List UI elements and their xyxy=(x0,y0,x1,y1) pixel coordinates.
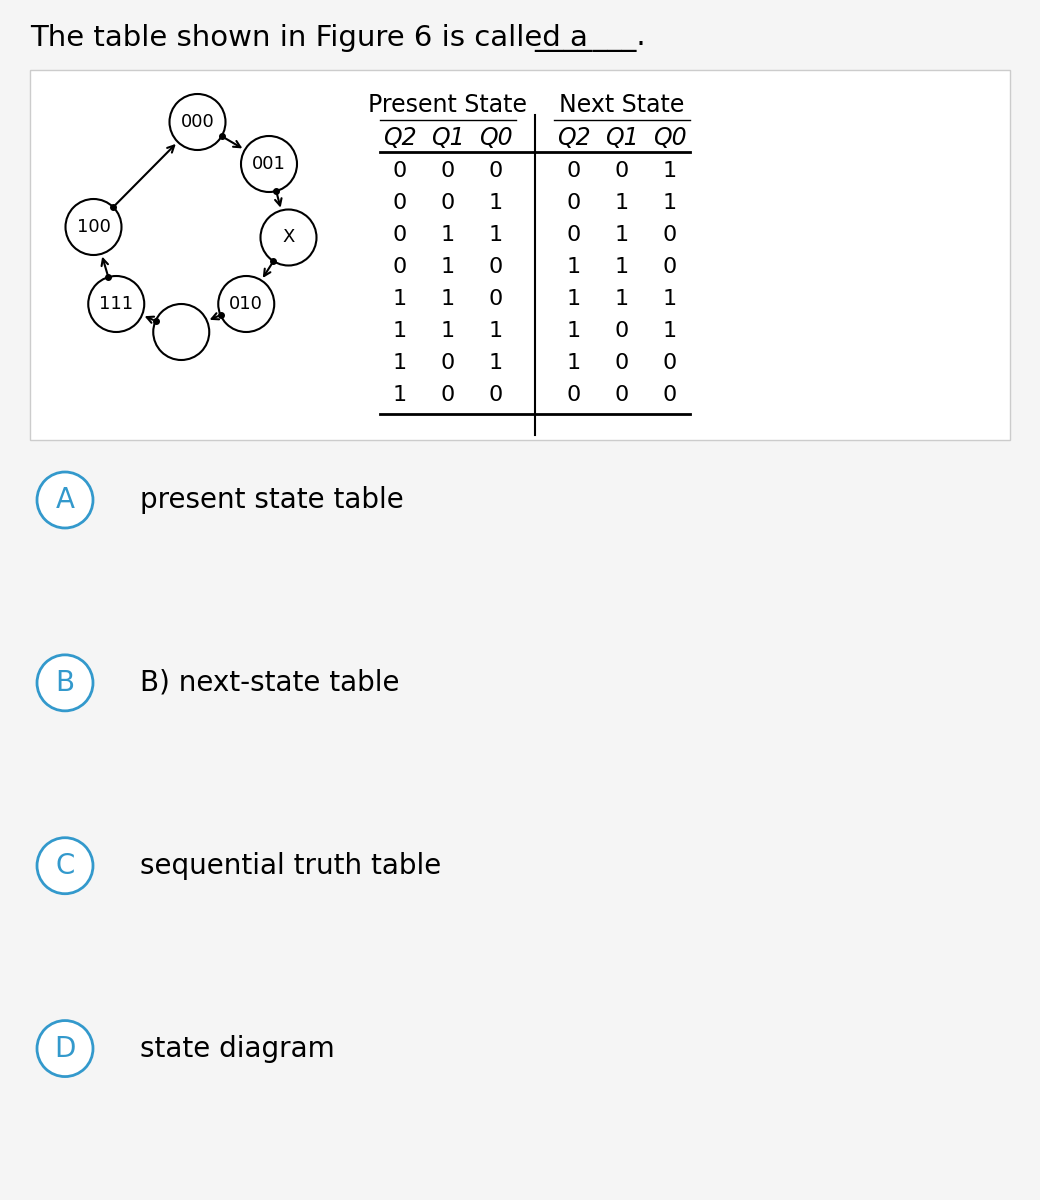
Text: X: X xyxy=(282,228,294,246)
Text: A: A xyxy=(55,486,75,514)
Text: The table shown in Figure 6 is called a: The table shown in Figure 6 is called a xyxy=(30,24,597,52)
Text: 0: 0 xyxy=(567,161,581,181)
Text: 0: 0 xyxy=(615,353,629,373)
Text: 001: 001 xyxy=(252,155,286,173)
Text: D: D xyxy=(54,1034,76,1062)
Text: B: B xyxy=(55,668,75,697)
Text: Q2: Q2 xyxy=(557,126,591,150)
Text: Q1: Q1 xyxy=(605,126,639,150)
Text: 1: 1 xyxy=(615,193,629,214)
Text: 0: 0 xyxy=(662,385,677,406)
Text: 0: 0 xyxy=(393,226,407,245)
Text: 0: 0 xyxy=(441,161,456,181)
Text: 1: 1 xyxy=(662,289,677,310)
Text: 0: 0 xyxy=(441,193,456,214)
Circle shape xyxy=(37,655,93,710)
Text: _______.: _______. xyxy=(534,24,646,52)
Text: 0: 0 xyxy=(393,193,407,214)
Text: 1: 1 xyxy=(567,289,581,310)
Text: C: C xyxy=(55,852,75,880)
Text: 0: 0 xyxy=(567,385,581,406)
Text: 0: 0 xyxy=(489,385,503,406)
Text: 1: 1 xyxy=(615,289,629,310)
Text: 0: 0 xyxy=(441,385,456,406)
Text: 1: 1 xyxy=(441,289,456,310)
Text: 1: 1 xyxy=(567,353,581,373)
Text: 1: 1 xyxy=(567,322,581,341)
Text: 1: 1 xyxy=(393,353,407,373)
Text: present state table: present state table xyxy=(140,486,404,514)
Text: 0: 0 xyxy=(489,161,503,181)
Text: 1: 1 xyxy=(489,322,503,341)
Text: 0: 0 xyxy=(567,193,581,214)
Text: 0: 0 xyxy=(662,226,677,245)
Circle shape xyxy=(218,276,275,332)
Text: 1: 1 xyxy=(489,226,503,245)
Text: 1: 1 xyxy=(662,322,677,341)
Text: 0: 0 xyxy=(567,226,581,245)
Text: 100: 100 xyxy=(77,218,110,236)
Text: 1: 1 xyxy=(567,257,581,277)
Text: 1: 1 xyxy=(441,322,456,341)
Text: Q0: Q0 xyxy=(653,126,686,150)
Text: 1: 1 xyxy=(393,385,407,406)
Text: 0: 0 xyxy=(615,161,629,181)
Circle shape xyxy=(66,199,122,254)
FancyBboxPatch shape xyxy=(30,70,1010,440)
Circle shape xyxy=(153,304,209,360)
Text: 1: 1 xyxy=(489,193,503,214)
Text: 1: 1 xyxy=(662,193,677,214)
Text: Q2: Q2 xyxy=(383,126,417,150)
Text: 1: 1 xyxy=(441,257,456,277)
Text: 0: 0 xyxy=(393,161,407,181)
Text: state diagram: state diagram xyxy=(140,1034,335,1062)
Circle shape xyxy=(37,838,93,894)
Circle shape xyxy=(88,276,145,332)
Text: 111: 111 xyxy=(99,295,133,313)
Text: 0: 0 xyxy=(662,257,677,277)
Text: 0: 0 xyxy=(489,257,503,277)
Text: 0: 0 xyxy=(615,385,629,406)
Text: 1: 1 xyxy=(662,161,677,181)
Text: 0: 0 xyxy=(615,322,629,341)
Text: 1: 1 xyxy=(615,226,629,245)
Circle shape xyxy=(260,210,316,265)
Circle shape xyxy=(170,94,226,150)
Text: 0: 0 xyxy=(393,257,407,277)
Text: 000: 000 xyxy=(181,113,214,131)
Text: Next State: Next State xyxy=(560,92,684,116)
Text: sequential truth table: sequential truth table xyxy=(140,852,441,880)
Text: 1: 1 xyxy=(393,322,407,341)
Text: 010: 010 xyxy=(229,295,263,313)
Circle shape xyxy=(37,1020,93,1076)
Text: 1: 1 xyxy=(615,257,629,277)
Circle shape xyxy=(37,472,93,528)
Text: B) next-state table: B) next-state table xyxy=(140,668,399,697)
Circle shape xyxy=(241,136,297,192)
Text: 0: 0 xyxy=(489,289,503,310)
Text: 1: 1 xyxy=(489,353,503,373)
Text: Q0: Q0 xyxy=(479,126,513,150)
Text: 1: 1 xyxy=(393,289,407,310)
Text: Q1: Q1 xyxy=(432,126,465,150)
Text: Present State: Present State xyxy=(368,92,527,116)
Text: 1: 1 xyxy=(441,226,456,245)
Text: 0: 0 xyxy=(441,353,456,373)
Text: 0: 0 xyxy=(662,353,677,373)
